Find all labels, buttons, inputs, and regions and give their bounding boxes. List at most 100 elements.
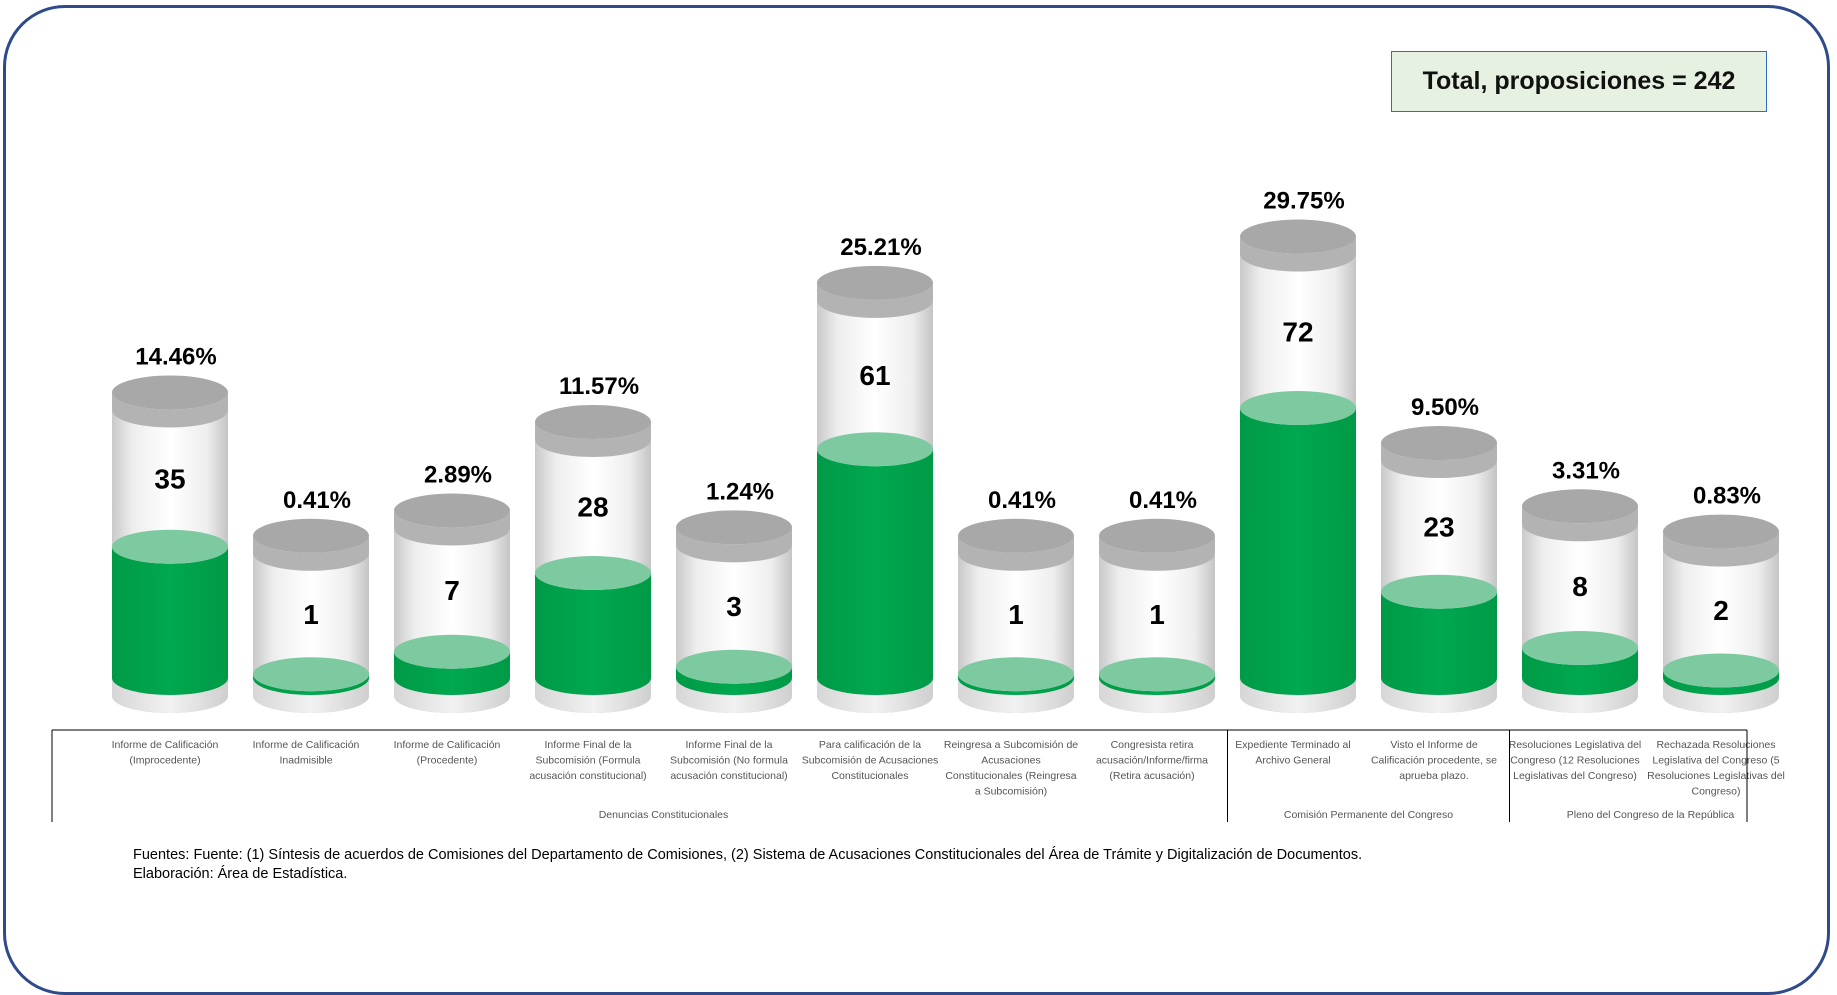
- category-label-line: (Improcedente): [129, 755, 200, 767]
- bar-fill: [1663, 670, 1779, 695]
- category-label: Expediente Terminado al Archivo General: [1235, 739, 1350, 767]
- category-label-line: acusación constitucional): [529, 770, 646, 782]
- cylinder-cap-side: [1522, 506, 1638, 542]
- value-label: 8: [1572, 571, 1588, 602]
- cylinder-chart: 14.46% 35 Informe de Calificación (Improced…: [51, 188, 1785, 822]
- bar-fill-top: [1240, 391, 1356, 425]
- category-label-line: Legislativas del Congreso): [1513, 770, 1637, 782]
- cylinder-4: [535, 404, 651, 713]
- category-label-line: Resoluciones Legislativas del: [1647, 770, 1785, 782]
- category-label-line: Informe Final de la: [686, 739, 773, 751]
- cylinder-base: [958, 678, 1074, 713]
- percent-label: 2.89%: [424, 461, 492, 488]
- category-label-line: Legislativa del Congreso (5: [1652, 755, 1779, 767]
- category-label-line: Para calificación de la: [819, 739, 921, 751]
- cylinder-cap-side: [817, 282, 933, 318]
- cylinder-base: [1381, 678, 1497, 713]
- cylinder-11: [1522, 489, 1638, 713]
- bar-fill: [1381, 591, 1497, 695]
- value-label: 3: [726, 591, 742, 622]
- group-label: Pleno del Congreso de la República: [1567, 809, 1735, 821]
- percent-label: 0.41%: [1129, 487, 1197, 514]
- cylinder-10: [1381, 426, 1497, 713]
- category-label-line: Congreso (12 Resoluciones: [1510, 755, 1640, 767]
- category-label-line: Congresista retira: [1111, 739, 1194, 751]
- cylinder-cap-top: [112, 375, 228, 410]
- cylinder-base: [1663, 678, 1779, 713]
- bar-fill-top: [112, 529, 228, 564]
- category-label-line: Subcomisión (Formula: [535, 755, 640, 767]
- cylinder-cap-top: [1381, 426, 1497, 461]
- category-label-line: Informe de Calificación: [394, 739, 501, 751]
- cylinder-cap-top: [535, 404, 651, 439]
- value-label: 1: [303, 599, 319, 630]
- cylinder-cap-side: [958, 535, 1074, 571]
- bar-fill: [676, 666, 792, 695]
- cylinder-base: [253, 678, 369, 713]
- cylinder-9: [1240, 219, 1356, 713]
- percent-label: 9.50%: [1411, 394, 1479, 421]
- category-label: Congresista retira acusación/Informe/firm…: [1096, 739, 1208, 782]
- cylinder-cap-top: [1099, 518, 1215, 553]
- cylinder-cap-side: [394, 510, 510, 546]
- cylinder-cap-side: [535, 421, 651, 457]
- cylinder-7: [958, 518, 1074, 713]
- bar-fill-top: [1099, 657, 1215, 692]
- cylinder-6: [817, 265, 933, 713]
- category-label-line: Inadmisible: [279, 755, 332, 767]
- percent-label: 0.41%: [283, 487, 351, 514]
- cylinder-cap-top: [1240, 219, 1356, 254]
- percent-label: 14.46%: [135, 343, 216, 370]
- cylinder-cap-side: [1381, 443, 1497, 479]
- value-label: 72: [1282, 316, 1313, 347]
- category-label-line: Constitucionales (Reingresa: [945, 770, 1076, 782]
- category-label: Para calificación de la Subcomisión de Ac…: [802, 739, 939, 782]
- category-label-line: Resoluciones Legislativa del: [1509, 739, 1642, 751]
- cylinder-base: [1522, 678, 1638, 713]
- bar-fill-top: [1522, 631, 1638, 665]
- cylinder-3: [394, 493, 510, 713]
- bar-fill: [958, 674, 1074, 695]
- bar-fill: [112, 546, 228, 695]
- category-label-line: Congreso): [1691, 786, 1740, 798]
- cylinder-cap-top: [676, 510, 792, 545]
- bar-fill-top: [1663, 653, 1779, 688]
- cylinder-cap-top: [253, 518, 369, 553]
- cylinder-cap-top: [1522, 489, 1638, 524]
- cylinder-base: [535, 678, 651, 713]
- source-note: Fuentes: Fuente: (1) Síntesis de acuerdo…: [133, 847, 1363, 863]
- category-label-line: Rechazada Resoluciones: [1656, 739, 1775, 751]
- bar-fill-top: [253, 657, 369, 692]
- bar-fill: [817, 449, 933, 695]
- category-label: Resoluciones Legislativa del Congreso (12…: [1509, 739, 1642, 782]
- category-label: Visto el Informe de Calificación proceden…: [1371, 739, 1497, 782]
- cylinder-cap-top: [394, 493, 510, 528]
- category-label-line: acusación/Informe/firma: [1096, 755, 1208, 767]
- bar-fill-top: [676, 649, 792, 684]
- bar-fill-top: [535, 556, 651, 590]
- cylinder-base: [817, 678, 933, 713]
- category-label-line: Informe Final de la: [545, 739, 632, 751]
- category-label-line: Informe de Calificación: [253, 739, 360, 751]
- category-label: Informe de Calificación Inadmisible: [253, 739, 360, 767]
- cylinder-cap-top: [817, 265, 933, 300]
- bar-fill: [253, 674, 369, 695]
- value-label: 61: [859, 360, 890, 391]
- category-label-line: Acusaciones: [981, 755, 1041, 767]
- cylinder-cap-side: [1240, 236, 1356, 272]
- total-badge: Total, proposiciones = 242: [1391, 51, 1767, 112]
- cylinder-cap-side: [676, 527, 792, 563]
- category-label: Informe Final de la Subcomisión (No formu…: [670, 739, 788, 782]
- bar-fill-top: [958, 657, 1074, 692]
- value-label: 2: [1713, 595, 1729, 626]
- category-label: Rechazada Resoluciones Legislativa del Co…: [1647, 739, 1785, 798]
- bar-fill: [535, 573, 651, 695]
- percent-label: 0.83%: [1693, 483, 1761, 510]
- cylinder-cap-side: [112, 392, 228, 428]
- category-label-line: Visto el Informe de: [1390, 739, 1478, 751]
- category-label-line: acusación constitucional): [670, 770, 787, 782]
- footer-source: Fuentes: Fuente: (1) Síntesis de acuerdo…: [133, 846, 1362, 884]
- value-label: 7: [444, 575, 460, 606]
- category-label: Reingresa a Subcomisión de Acusaciones Con…: [944, 739, 1078, 798]
- cylinder-2: [253, 518, 369, 713]
